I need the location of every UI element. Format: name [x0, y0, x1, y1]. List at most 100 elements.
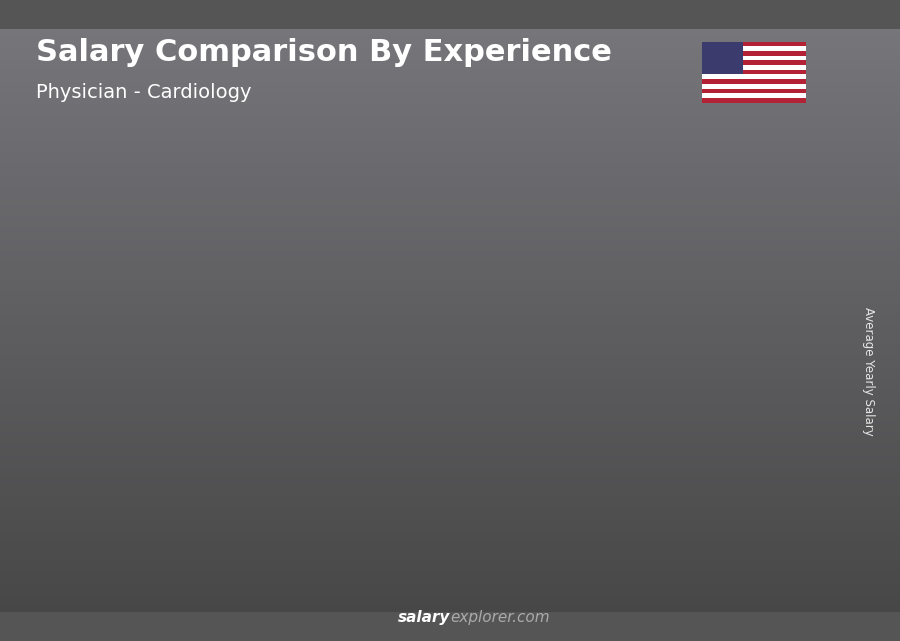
- Bar: [0, 437, 900, 443]
- Text: 458,000 USD: 458,000 USD: [646, 259, 733, 272]
- Polygon shape: [400, 326, 408, 558]
- Polygon shape: [723, 233, 790, 558]
- Polygon shape: [271, 390, 278, 558]
- Polygon shape: [723, 233, 731, 558]
- Bar: [0, 385, 900, 390]
- Bar: [0, 47, 900, 53]
- Bar: [0, 41, 900, 47]
- Bar: [0, 583, 900, 588]
- Polygon shape: [203, 392, 212, 558]
- Bar: [0, 99, 900, 105]
- Bar: [0, 326, 900, 332]
- Bar: [702, 79, 806, 84]
- Bar: [0, 519, 900, 524]
- Text: 489,000 USD: 489,000 USD: [767, 238, 854, 251]
- Bar: [0, 577, 900, 583]
- Bar: [0, 501, 900, 507]
- Bar: [702, 84, 806, 88]
- Bar: [0, 320, 900, 326]
- Bar: [0, 344, 900, 349]
- Polygon shape: [203, 392, 271, 558]
- Bar: [0, 367, 900, 373]
- Bar: [0, 315, 900, 320]
- Bar: [0, 70, 900, 76]
- Bar: [0, 169, 900, 175]
- Bar: [0, 192, 900, 198]
- Bar: [0, 64, 900, 70]
- Text: 2 to 5: 2 to 5: [212, 580, 262, 595]
- Bar: [0, 111, 900, 117]
- Bar: [0, 198, 900, 204]
- Text: salary: salary: [398, 610, 450, 625]
- Bar: [702, 42, 806, 46]
- Text: +7%: +7%: [539, 217, 585, 235]
- Polygon shape: [74, 426, 148, 428]
- Bar: [0, 390, 900, 396]
- Bar: [0, 588, 900, 594]
- Polygon shape: [531, 271, 538, 558]
- Bar: [0, 548, 900, 554]
- Polygon shape: [593, 254, 601, 558]
- Bar: [0, 204, 900, 210]
- Bar: [0, 396, 900, 402]
- Bar: [0, 536, 900, 542]
- Bar: [0, 279, 900, 285]
- Bar: [0, 460, 900, 466]
- Text: 5 to 10: 5 to 10: [338, 580, 397, 595]
- Bar: [0, 565, 900, 571]
- Bar: [0, 594, 900, 600]
- Polygon shape: [333, 329, 400, 558]
- Bar: [0, 140, 900, 146]
- Bar: [702, 60, 806, 65]
- Polygon shape: [661, 251, 668, 558]
- Text: explorer.com: explorer.com: [450, 610, 550, 625]
- Polygon shape: [790, 231, 797, 558]
- Bar: [0, 379, 900, 385]
- FancyArrowPatch shape: [116, 372, 226, 416]
- Text: +24%: +24%: [403, 254, 461, 272]
- Bar: [0, 58, 900, 64]
- Bar: [0, 490, 900, 495]
- Bar: [0, 81, 900, 87]
- Bar: [0, 332, 900, 338]
- Bar: [0, 245, 900, 251]
- Text: 10 to 15: 10 to 15: [462, 580, 532, 595]
- Bar: [0, 338, 900, 344]
- Bar: [0, 560, 900, 565]
- Bar: [0, 175, 900, 181]
- Bar: [0, 157, 900, 163]
- Polygon shape: [593, 254, 661, 558]
- FancyArrowPatch shape: [635, 208, 746, 242]
- Bar: [0, 495, 900, 501]
- FancyArrowPatch shape: [375, 255, 485, 316]
- Bar: [702, 70, 806, 74]
- Bar: [0, 530, 900, 536]
- Text: +7%: +7%: [669, 196, 715, 215]
- Bar: [0, 413, 900, 420]
- Bar: [0, 542, 900, 548]
- Polygon shape: [464, 274, 531, 558]
- Text: 15 to 20: 15 to 20: [591, 580, 662, 595]
- Bar: [0, 151, 900, 157]
- Bar: [0, 443, 900, 449]
- Bar: [702, 65, 806, 70]
- Bar: [0, 117, 900, 122]
- Bar: [0, 268, 900, 274]
- Bar: [0, 408, 900, 413]
- Bar: [0, 402, 900, 408]
- Bar: [0, 53, 900, 58]
- Bar: [0, 128, 900, 134]
- Bar: [702, 46, 806, 51]
- Bar: [0, 134, 900, 140]
- Bar: [0, 478, 900, 484]
- Bar: [0, 297, 900, 303]
- Bar: [702, 51, 806, 56]
- Bar: [0, 600, 900, 606]
- Text: +38%: +38%: [273, 313, 331, 331]
- Bar: [0, 454, 900, 460]
- FancyArrowPatch shape: [506, 229, 616, 262]
- Bar: [0, 484, 900, 490]
- Bar: [702, 74, 806, 79]
- Bar: [0, 373, 900, 379]
- Polygon shape: [333, 329, 341, 558]
